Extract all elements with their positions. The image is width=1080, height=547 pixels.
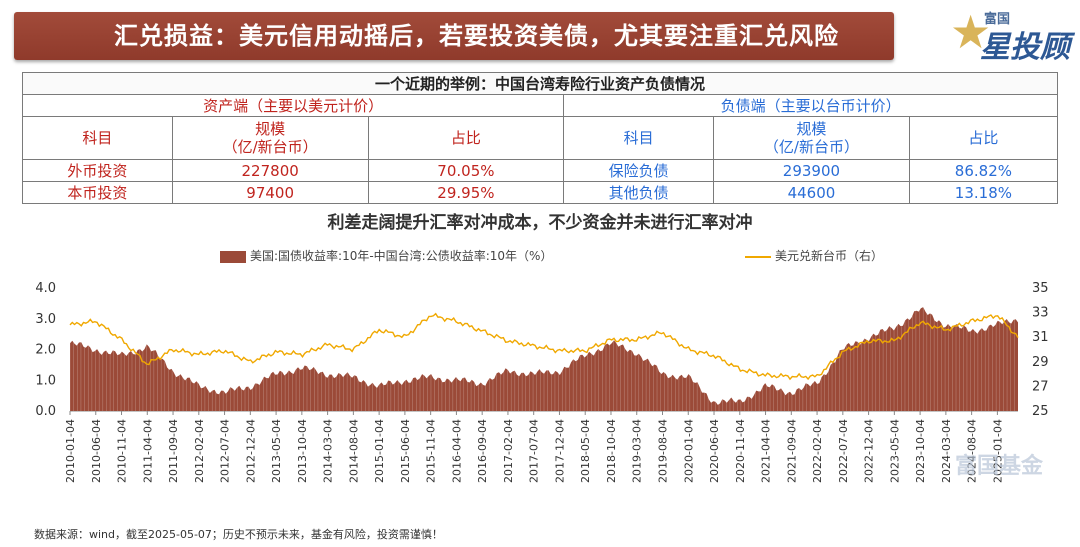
col-header-liability-scale: 规模 （亿/新台币） [713,116,910,160]
x-tick-label: 2022-07-04 [837,419,850,483]
x-tick-label: 2012-12-04 [244,419,257,483]
x-tick-label: 2013-05-04 [270,419,283,483]
liability-scale: 293900 [713,159,910,182]
y-left-tick-label: 1.0 [35,373,56,388]
asset-item: 本币投资 [22,181,173,204]
x-tick-label: 2015-11-04 [425,419,438,483]
banner-title: 汇兑损益：美元信用动摇后，若要投资美债，尤其要注重汇兑风险 [114,22,839,50]
table-row: 本币投资 97400 29.95% 其他负债 44600 13.18% [22,181,1059,204]
x-tick-label: 2024-03-04 [940,419,953,483]
asset-share: 29.95% [367,181,565,204]
y-left-tick-label: 3.0 [35,312,56,327]
col-header-liability-share: 占比 [908,116,1059,160]
logo-main-text: 星投顾 [980,30,1070,65]
x-tick-label: 2010-11-04 [116,419,129,483]
x-tick-label: 2024-08-04 [966,419,979,483]
x-tick-label: 2010-01-04 [64,419,77,483]
y-left-tick-label: 2.0 [35,343,56,358]
x-tick-label: 2014-08-04 [347,419,360,483]
watermark: 富国基金 [955,454,1044,479]
y-right-tick-label: 31 [1032,330,1049,345]
x-tick-label: 2014-03-04 [322,419,335,483]
x-tick-label: 2019-03-04 [631,419,644,483]
balance-sheet-table: 一个近期的举例：中国台湾寿险行业资产负债情况 资产端（主要以美元计价） 负债端（… [21,72,1059,204]
asset-scale: 97400 [171,181,369,204]
legend-label-usdtwd: 美元兑新台币（右） [775,249,884,263]
asset-side-header: 资产端（主要以美元计价） [21,94,565,117]
x-tick-label: 2018-10-04 [605,419,618,483]
x-tick-label: 2021-04-04 [760,419,773,483]
brand-logo: ★ 富国 星投顾 [950,5,1070,65]
x-tick-label: 2017-02-04 [502,419,515,483]
x-tick-label: 2019-08-04 [657,419,670,483]
x-tick-label: 2016-04-04 [450,419,463,483]
liability-item: 其他负债 [563,181,715,204]
x-tick-label: 2017-07-04 [528,419,541,483]
liability-side-header: 负债端（主要以台币计价） [563,94,1058,117]
y-right-tick-label: 25 [1032,404,1049,419]
y-right-tick-label: 29 [1032,355,1049,370]
y-left-tick-label: 0.0 [35,404,56,419]
x-tick-label: 2015-06-04 [399,419,412,483]
spread-area-series [70,307,1018,411]
liability-item: 保险负债 [563,159,715,182]
legend-item-usdtwd: 美元兑新台币（右） [745,247,883,264]
legend-item-spread: 美国:国债收益率:10年-中国台湾:公债收益率:10年（%） [220,247,552,264]
table-row: 外币投资 227800 70.05% 保险负债 293900 86.82% [22,159,1059,182]
legend-swatch-line [745,255,771,258]
x-tick-label: 2012-07-04 [219,419,232,483]
asset-scale: 227800 [171,159,369,182]
x-tick-label: 2013-10-04 [296,419,309,483]
x-tick-label: 2011-04-04 [141,419,154,483]
chart-title: 利差走阔提升汇率对冲成本，不少资金并未进行汇率对冲 [327,213,753,233]
footnote: 数据来源：wind，截至2025-05-07；历史不预示未来，基金有风险，投资需… [34,528,443,541]
liability-scale: 44600 [713,181,910,204]
logo-top-text: 富国 [984,12,1011,27]
y-left-tick-label: 4.0 [35,281,56,296]
asset-item: 外币投资 [22,159,173,182]
usdtwd-line-series [69,312,1019,381]
x-tick-label: 2020-01-04 [682,419,695,483]
chart-legend: 美国:国债收益率:10年-中国台湾:公债收益率:10年（%） 美元兑新台币（右） [0,245,1080,265]
asset-share: 70.05% [367,159,565,182]
y-right-tick-label: 33 [1032,306,1049,321]
x-tick-label: 2022-02-04 [811,419,824,483]
x-tick-label: 2020-06-04 [708,419,721,483]
x-tick-label: 2020-11-04 [734,419,747,483]
star-icon: ★ [950,5,992,59]
legend-label-spread: 美国:国债收益率:10年-中国台湾:公债收益率:10年（%） [250,249,553,263]
x-tick-label: 2010-06-04 [90,419,103,483]
x-tick-label: 2017-12-04 [553,419,566,483]
col-header-liability-item: 科目 [563,116,715,160]
col-header-asset-scale: 规模 （亿/新台币） [171,116,369,160]
x-tick-label: 2011-09-04 [167,419,180,483]
title-banner: 汇兑损益：美元信用动摇后，若要投资美债，尤其要注重汇兑风险 [14,12,894,60]
legend-swatch-area [220,250,246,263]
y-right-tick-label: 35 [1032,281,1049,296]
x-tick-label: 2018-05-04 [579,419,592,483]
x-tick-label: 2025-01-04 [991,419,1004,483]
dual-axis-chart: 0.0 1.0 2.0 3.0 4.0 25 27 29 31 33 35 2010-01-04 201… [35,281,1049,483]
liability-share: 13.18% [908,181,1059,204]
col-header-asset-share: 占比 [367,116,565,160]
x-tick-label: 2023-10-04 [914,419,927,483]
y-right-tick-label: 27 [1032,379,1049,394]
table-title: 一个近期的举例：中国台湾寿险行业资产负债情况 [22,72,1058,95]
x-tick-label: 2021-09-04 [785,419,798,483]
x-tick-label: 2022-12-04 [863,419,876,483]
liability-share: 86.82% [908,159,1059,182]
x-tick-label: 2012-02-04 [193,419,206,483]
x-tick-label: 2015-01-04 [373,419,386,483]
col-header-asset-item: 科目 [22,116,173,160]
x-tick-label: 2023-05-04 [888,419,901,483]
x-tick-label: 2016-09-04 [476,419,489,483]
